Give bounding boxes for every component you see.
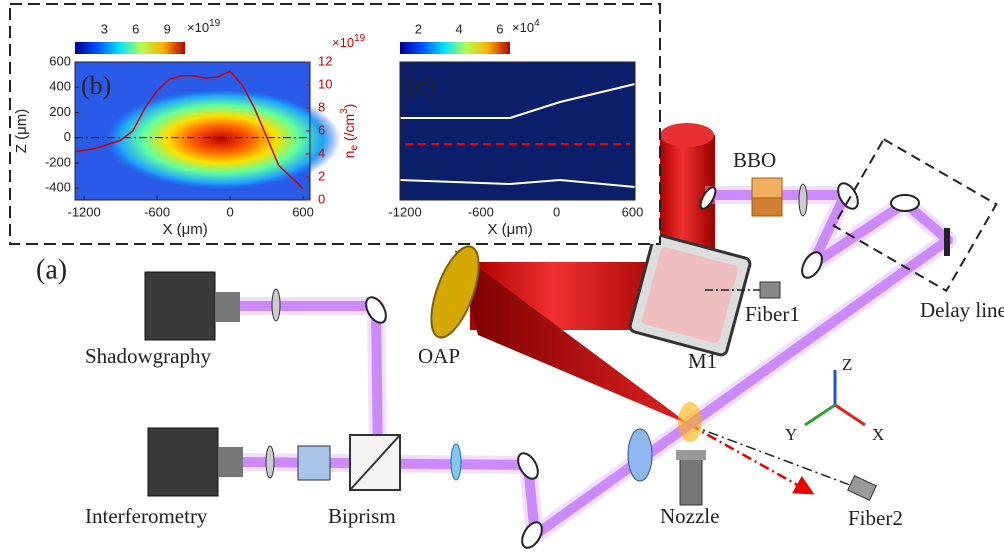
y-tick-label: -200: [45, 154, 71, 169]
panel-label: (b): [81, 71, 111, 100]
colorbar-tick-label: 6: [496, 21, 503, 36]
waveplate: [799, 184, 807, 216]
label: Fiber1: [745, 302, 800, 326]
panel-label: (c): [406, 71, 435, 100]
colorbar: [75, 42, 185, 54]
y-tick-label: 400: [49, 79, 71, 94]
text-part: 19: [354, 33, 366, 44]
x-tick-label: 0: [226, 204, 233, 219]
text-part: ×10: [512, 20, 534, 35]
y2-tick-label: 6: [318, 122, 325, 137]
y-tick-label: 0: [64, 129, 71, 144]
x-tick-label: 0: [553, 204, 560, 219]
m1-mirror: [629, 234, 751, 356]
biprism: [350, 435, 400, 490]
axis-label: Y: [785, 425, 797, 444]
y-tick-label: 600: [49, 53, 71, 68]
x-tick-label: -600: [468, 204, 494, 219]
camera: [145, 272, 243, 496]
axis-label: Z: [842, 355, 852, 374]
label: Delay line: [920, 298, 1004, 322]
plasma: [678, 402, 702, 442]
figure: (b)-1200-6000600X (μm)369×10196004002000…: [0, 0, 1004, 553]
colorbar-tick-label: 3: [101, 21, 108, 36]
colorbar-tick-label: 4: [455, 21, 462, 36]
panel-label: (a): [36, 254, 67, 285]
waveplate: [266, 446, 274, 478]
colorbar-tick-label: 9: [164, 21, 171, 36]
label: Biprism: [328, 504, 396, 528]
x-tick-label: -1200: [388, 204, 421, 219]
heatmap-core: [101, 87, 341, 191]
nozzle: [676, 450, 706, 505]
x-axis-label: X (μm): [488, 221, 533, 238]
text-part: 4: [534, 18, 540, 29]
lens: [628, 429, 652, 481]
y2-tick-label: 10: [318, 76, 332, 91]
y-axis-label: Z (μm): [13, 109, 30, 153]
label: Fiber2: [848, 506, 903, 530]
y-tick-label: 200: [49, 104, 71, 119]
y-tick-label: -400: [45, 180, 71, 195]
y2-tick-label: 12: [318, 53, 332, 68]
label: Interferometry: [85, 504, 208, 528]
colorbar-tick-label: 2: [415, 21, 422, 36]
y2-tick-label: 2: [318, 168, 325, 183]
fiber1-head: [760, 282, 780, 298]
label: BBO: [733, 148, 776, 172]
text-part: ×10: [332, 35, 354, 50]
y2-tick-label: 4: [318, 145, 325, 160]
colorbar: [400, 42, 510, 54]
x-tick-label: -1200: [67, 204, 100, 219]
x-tick-label: 600: [622, 204, 644, 219]
label: OAP: [418, 344, 460, 368]
lens: [451, 444, 461, 480]
text-part: ×10: [187, 20, 209, 35]
x-tick-label: -600: [144, 204, 170, 219]
polarizer: [298, 446, 330, 480]
colorbar-tick-label: 6: [132, 21, 139, 36]
label: M1: [688, 349, 717, 373]
label: Shadowgraphy: [85, 344, 211, 368]
y2-tick-label: 0: [318, 191, 325, 206]
waveplate: [272, 289, 280, 321]
x-tick-label: 600: [292, 204, 314, 219]
y2-tick-label: 8: [318, 99, 325, 114]
text-part: n: [341, 151, 357, 159]
text-part: (/cm: [341, 114, 357, 145]
label: Nozzle: [660, 504, 719, 528]
heatmap: [400, 62, 635, 200]
x-axis-label: X (μm): [163, 221, 208, 238]
bbo-crystal: [752, 178, 782, 216]
text-part: 19: [209, 18, 221, 29]
axis-label: X: [872, 425, 884, 444]
coordinate-axes: [805, 370, 865, 425]
text-part: ): [341, 104, 357, 109]
fiber2-head: [848, 476, 877, 501]
